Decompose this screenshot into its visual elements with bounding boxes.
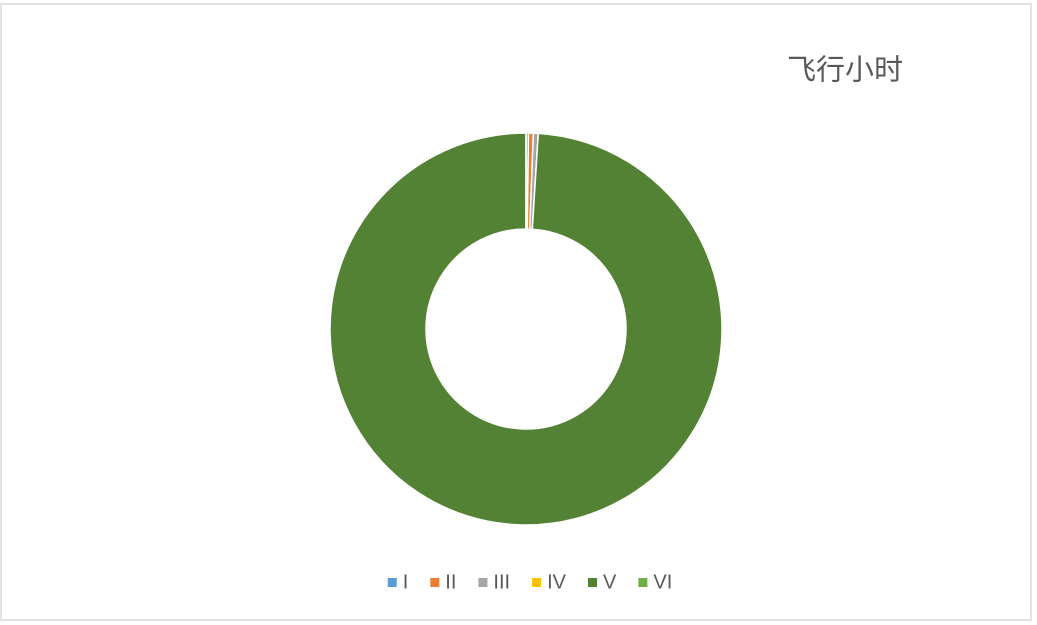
chart-frame: [0, 3, 1032, 621]
chart-title: 飞行小时: [787, 54, 903, 87]
legend-label: II: [445, 571, 456, 593]
legend-label: V: [603, 571, 617, 593]
legend-marker: [638, 578, 648, 587]
legend-label: I: [403, 571, 409, 593]
legend-marker: [532, 578, 542, 587]
legend-label: VI: [653, 571, 672, 593]
legend-marker: [478, 578, 488, 587]
doughnut: [329, 132, 723, 526]
slice: [329, 132, 723, 526]
legend-label: IV: [547, 571, 567, 593]
legend-label: III: [493, 571, 510, 593]
legend-marker: [430, 578, 440, 587]
legend-marker: [387, 578, 397, 587]
legend: I II III IV V VI: [387, 571, 672, 593]
legend-marker: [588, 578, 598, 587]
